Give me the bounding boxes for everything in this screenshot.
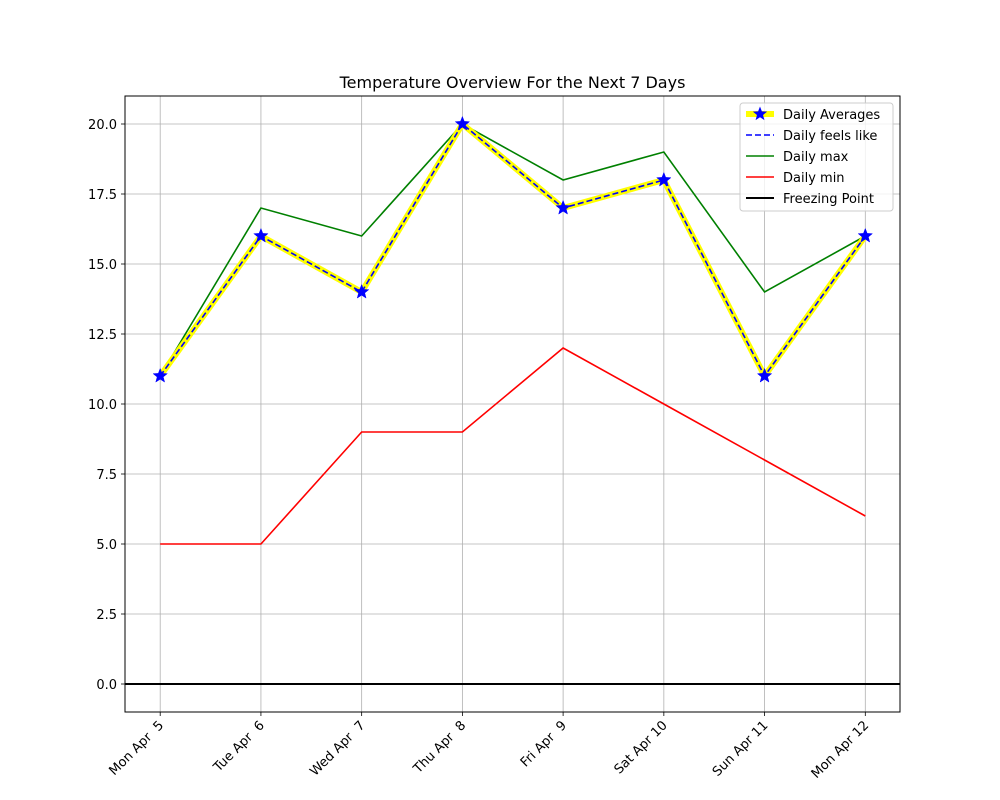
series-line-daily-feels-like xyxy=(159,122,866,378)
legend: Daily Averages Daily feels like Daily max D… xyxy=(739,102,894,212)
y-tick-label: 15.0 xyxy=(88,258,117,273)
series-line-daily-max xyxy=(159,122,866,377)
daily-averages-point xyxy=(857,227,874,243)
daily-averages-point xyxy=(152,367,168,383)
daily-averages-point xyxy=(253,227,269,243)
legend-box xyxy=(739,102,894,212)
y-tick-label: 10.0 xyxy=(88,398,117,413)
daily-averages-point xyxy=(555,199,571,215)
daily-averages-point xyxy=(454,115,471,131)
chart-title: Temperature Overview For the Next 7 Days xyxy=(339,73,686,92)
y-tick-label: 7.5 xyxy=(96,468,117,483)
daily-averages-point xyxy=(656,171,672,187)
legend-label: Freezing Point xyxy=(783,192,874,207)
y-tick-label: 5.0 xyxy=(96,538,117,553)
legend-label: Daily min xyxy=(783,171,845,186)
y-tick-label: 20.0 xyxy=(88,118,117,133)
y-tick-label: 2.5 xyxy=(96,608,117,623)
daily-averages-point xyxy=(353,283,370,299)
series-line-daily-min xyxy=(160,347,866,545)
series-lines xyxy=(152,115,874,545)
y-tick-label: 12.5 xyxy=(88,328,117,343)
y-tick-label: 0.0 xyxy=(96,678,117,693)
legend-label: Daily max xyxy=(783,150,849,165)
daily-averages-point xyxy=(756,367,773,383)
legend-label: Daily feels like xyxy=(783,129,877,144)
y-tick-label: 17.5 xyxy=(88,188,117,203)
legend-label: Daily Averages xyxy=(783,108,880,123)
legend-star-marker xyxy=(752,106,768,121)
